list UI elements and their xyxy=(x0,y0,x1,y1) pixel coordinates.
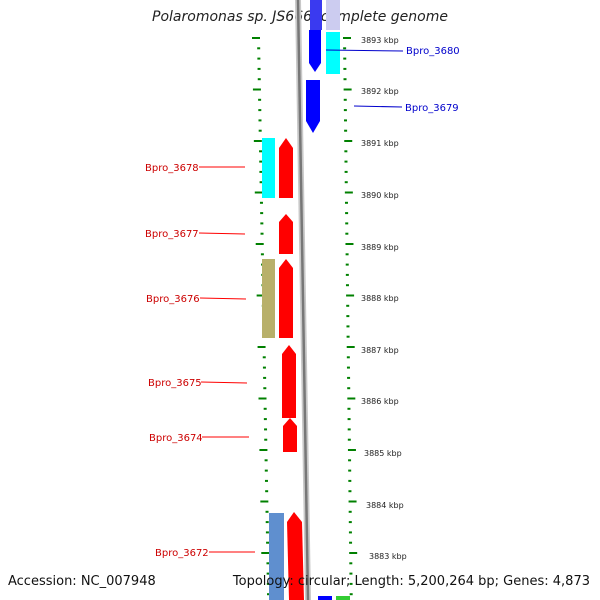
gene-arrow-bpro-3676 xyxy=(279,259,293,338)
feature-olive-3676 xyxy=(262,259,275,338)
gene-arrow-bpro-3677 xyxy=(279,214,293,254)
gene-label-bpro-3677: Bpro_3677 xyxy=(145,229,199,240)
left-tick-ruler xyxy=(252,37,271,596)
feature-faint-top xyxy=(326,0,340,30)
gene-label-bpro-3676: Bpro_3676 xyxy=(146,294,200,305)
leader-bpro-3675 xyxy=(200,381,248,384)
right-tick-ruler xyxy=(343,37,358,596)
feature-bottom-blue xyxy=(318,596,332,600)
gene-arrow-bpro-3674 xyxy=(283,418,297,452)
feature-cyan-3678 xyxy=(262,138,275,198)
kbp-label: 3885 kbp xyxy=(364,449,402,458)
genome-summary: Topology: circular; Length: 5,200,264 bp… xyxy=(232,574,590,589)
feature-cyan-top xyxy=(326,32,340,74)
genome-backbone-core xyxy=(296,0,310,600)
gene-arrow-bpro-3680 xyxy=(309,30,321,72)
gene-shadow-top xyxy=(310,0,322,30)
kbp-label: 3884 kbp xyxy=(366,501,404,510)
gene-arrow-bpro-3678 xyxy=(279,138,293,198)
leader-bpro-3676 xyxy=(199,297,247,300)
feature-steelblue-3672 xyxy=(269,513,284,600)
gene-label-bpro-3678: Bpro_3678 xyxy=(145,163,199,174)
leader-bpro-3677 xyxy=(198,232,246,235)
kbp-label: 3889 kbp xyxy=(361,243,399,252)
gene-label-bpro-3680: Bpro_3680 xyxy=(406,46,460,57)
kbp-label: 3892 kbp xyxy=(361,87,399,96)
gene-arrow-bpro-3679 xyxy=(306,80,320,133)
accession-label: Accession: NC_007948 xyxy=(8,574,156,589)
kbp-label: 3886 kbp xyxy=(361,397,399,406)
gene-label-bpro-3679: Bpro_3679 xyxy=(405,103,459,114)
gene-label-bpro-3674: Bpro_3674 xyxy=(149,433,203,444)
kbp-label: 3887 kbp xyxy=(361,346,399,355)
kbp-label: 3883 kbp xyxy=(369,552,407,561)
gene-arrow-bpro-3675 xyxy=(282,345,296,418)
kbp-label: 3893 kbp xyxy=(361,36,399,45)
leader-bpro-3679 xyxy=(353,105,403,108)
gene-label-bpro-3675: Bpro_3675 xyxy=(148,378,202,389)
kbp-label: 3890 kbp xyxy=(361,191,399,200)
kbp-label: 3891 kbp xyxy=(361,139,399,148)
gene-arrow-bpro-3672 xyxy=(287,512,304,600)
leader-bpro-3680 xyxy=(325,49,404,52)
kbp-label: 3888 kbp xyxy=(361,294,399,303)
feature-bottom-green xyxy=(336,596,350,600)
gene-label-bpro-3672: Bpro_3672 xyxy=(155,548,209,559)
